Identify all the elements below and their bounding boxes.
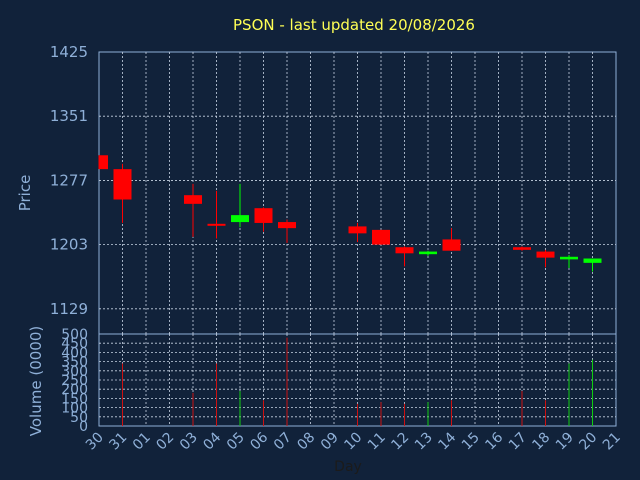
volume-tick-label: 0 <box>79 419 88 435</box>
candles <box>98 155 602 272</box>
volume-axis-label: Volume (0000) <box>27 326 45 436</box>
volume-tick-label: 400 <box>61 345 88 361</box>
candle-body <box>207 223 226 226</box>
x-tick-label: 11 <box>365 430 389 454</box>
x-tick-label: 21 <box>600 430 624 454</box>
x-tick-label: 04 <box>200 429 224 453</box>
price-tick-label: 1425 <box>50 43 88 61</box>
price-tick-label: 1203 <box>50 236 88 254</box>
price-tick-label: 1351 <box>50 107 88 125</box>
x-tick-label: 15 <box>459 430 483 454</box>
price-grid <box>99 52 616 334</box>
volume-tick-label: 200 <box>61 382 88 398</box>
volume-tick-label: 100 <box>61 401 88 417</box>
candle-body <box>254 208 273 223</box>
candle-body <box>442 239 461 251</box>
x-tick-label: 31 <box>106 430 130 454</box>
x-tick-label: 03 <box>177 430 201 454</box>
candle-body <box>395 247 414 254</box>
volume-bars <box>122 337 593 426</box>
x-tick-label: 06 <box>247 429 271 453</box>
volume-tick-label: 350 <box>61 355 88 371</box>
x-tick-label: 01 <box>130 430 154 454</box>
x-tick-label: 08 <box>294 430 318 454</box>
price-axis-label: Price <box>16 175 34 212</box>
candle-body <box>536 251 555 258</box>
x-tick-label: 19 <box>553 430 577 454</box>
candle-body <box>113 169 132 200</box>
x-tick-label: 05 <box>224 430 248 454</box>
x-tick-label: 14 <box>435 429 459 453</box>
volume-tick-label: 50 <box>70 410 88 426</box>
candle-body <box>583 258 602 263</box>
price-tick-label: 1277 <box>50 171 88 189</box>
x-tick-label: 13 <box>412 430 436 454</box>
candle-body <box>419 251 437 255</box>
candle-body <box>560 256 578 260</box>
x-ticks: 30 31 01 02 03 04 05 06 07 08 09 10 11 12 13 14 15 16 17 18… <box>83 429 624 453</box>
volume-tick-label: 150 <box>61 391 88 407</box>
x-tick-label: 17 <box>506 430 530 454</box>
price-y-ticks: 1129 1203 1277 1351 1425 <box>50 43 88 318</box>
candle-body <box>513 247 531 250</box>
x-tick-label: 10 <box>341 430 365 454</box>
candle-body <box>231 215 249 223</box>
x-tick-label: 07 <box>271 430 295 454</box>
x-tick-label: 18 <box>529 430 553 454</box>
candle-body <box>372 229 390 245</box>
x-tick-label: 02 <box>153 430 177 454</box>
volume-tick-label: 450 <box>61 336 88 352</box>
x-tick-label: 20 <box>576 430 600 454</box>
volume-tick-label: 250 <box>61 373 88 389</box>
candle-body <box>184 195 202 204</box>
x-tick-label: 16 <box>482 429 506 453</box>
x-tick-label: 12 <box>388 430 412 454</box>
x-axis-label: Day <box>334 459 362 475</box>
volume-tick-label: 500 <box>61 327 88 343</box>
x-tick-label: 09 <box>318 430 342 454</box>
candle-body <box>348 226 367 234</box>
chart-title: PSON - last updated 20/08/2026 <box>233 16 475 34</box>
candle-body <box>278 222 296 229</box>
volume-tick-label: 300 <box>61 364 88 380</box>
price-tick-label: 1129 <box>50 300 88 318</box>
candle-body <box>99 155 108 170</box>
